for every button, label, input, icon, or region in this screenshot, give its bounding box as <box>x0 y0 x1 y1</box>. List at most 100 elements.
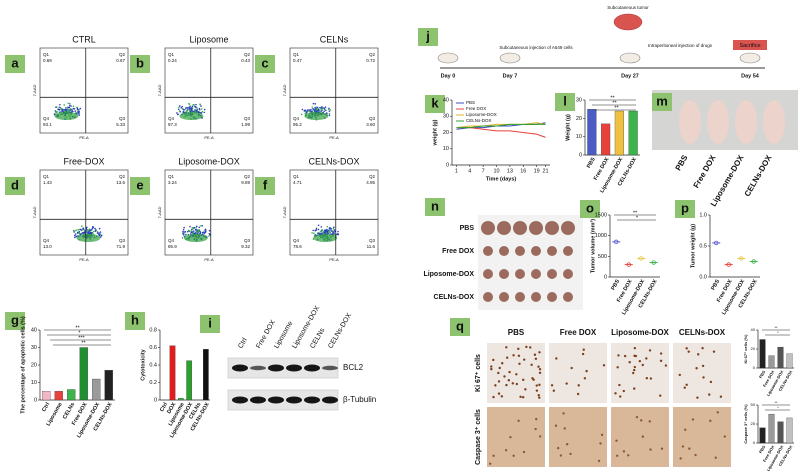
ihc-stain <box>505 346 508 349</box>
tumor <box>513 221 527 235</box>
ihc-stain <box>538 383 541 387</box>
ihc-stain <box>716 411 719 414</box>
mice-group: CELNs-DOX <box>743 153 774 198</box>
event-dot <box>186 230 189 233</box>
flow-frame <box>39 47 129 134</box>
ihc-stain <box>659 394 662 397</box>
event-dot <box>201 231 204 234</box>
event-dot <box>79 228 82 231</box>
event-dot <box>193 232 196 235</box>
ihc-column: CELNs-DOX <box>679 328 726 337</box>
event-dot <box>192 103 195 106</box>
blot-band <box>250 396 266 404</box>
ihc-stain <box>619 395 622 398</box>
event-core <box>179 112 204 120</box>
ihc-tile <box>611 343 669 403</box>
event-dot <box>189 225 191 228</box>
quadrant-name: Q2 <box>119 174 126 179</box>
flow-y-axis: 7-AAD <box>282 206 287 218</box>
blot-band <box>322 396 338 404</box>
event-dot <box>198 226 201 229</box>
event-dot <box>67 108 70 111</box>
event-dot <box>74 233 77 235</box>
mouse <box>679 100 701 144</box>
y-tick-label: 40 <box>751 327 756 332</box>
event-dot <box>208 232 211 235</box>
ihc-stain <box>714 456 717 459</box>
flow-frame <box>164 169 254 256</box>
ihc-stain <box>556 446 560 450</box>
bar <box>587 109 597 156</box>
tumor <box>499 246 509 256</box>
quadrant-value: 4.95 <box>366 180 375 185</box>
event-dot <box>317 109 320 111</box>
event-dot <box>98 227 101 230</box>
event-dot <box>304 112 307 115</box>
y-tick-label: 50 <box>751 402 756 407</box>
series-line <box>456 127 546 138</box>
event-dot <box>324 231 327 233</box>
event-dot <box>64 107 67 109</box>
event-dot <box>67 106 70 109</box>
ihc-stain <box>565 443 569 446</box>
panel-label-box <box>255 55 275 73</box>
ihc-stain <box>577 384 580 387</box>
tumor <box>531 292 541 302</box>
event-dot <box>320 108 322 110</box>
event-dot <box>321 106 324 109</box>
y-axis-label: The percentage of apoptotic cells (%) <box>20 316 26 414</box>
panel-label-box <box>555 93 575 111</box>
quadrant-name: Q4 <box>293 238 300 243</box>
event-dot <box>325 109 327 112</box>
event-dot <box>62 108 65 111</box>
bar <box>178 398 184 401</box>
event-dot <box>176 113 179 116</box>
event-dot <box>64 109 67 111</box>
y-tick-label: 20 <box>31 362 37 368</box>
ihc-stain <box>535 417 538 421</box>
ihc-stain <box>500 395 504 398</box>
event-dot <box>310 108 312 111</box>
quadrant-name: Q1 <box>168 52 175 57</box>
ihc-stain <box>518 362 521 366</box>
panel-label-box <box>450 318 470 336</box>
event-dot <box>200 112 203 114</box>
schedule-note: Subcutaneous tumor <box>607 5 649 10</box>
panel-label-box <box>130 55 150 73</box>
event-dot <box>313 232 315 235</box>
quadrant-value: 5.33 <box>116 122 125 127</box>
mouse <box>735 100 757 144</box>
quadrant-value: 1.43 <box>43 180 52 185</box>
event-dot <box>182 228 185 231</box>
quadrant-value: 0.43 <box>241 58 250 63</box>
quadrant-name: Q1 <box>293 174 300 179</box>
event-dot <box>328 227 331 230</box>
quadrant-name: Q3 <box>244 116 251 121</box>
quadrant-value: 0.67 <box>116 58 125 63</box>
event-dot <box>187 106 189 109</box>
ihc-stain <box>684 428 687 432</box>
panel-label: d <box>11 177 19 192</box>
ihc-stain <box>535 384 538 387</box>
event-dot <box>324 106 327 108</box>
mouse-icon <box>437 52 459 64</box>
ihc-stain <box>702 376 705 379</box>
event-dot <box>185 233 187 236</box>
event-dot <box>190 107 193 109</box>
event-core <box>76 234 101 242</box>
event-dot <box>330 229 332 231</box>
x-tick-label: 16 <box>520 168 526 174</box>
bar <box>614 110 624 156</box>
event-dot <box>325 112 328 114</box>
bar <box>54 391 63 401</box>
event-dot <box>69 108 72 110</box>
tumor <box>483 292 493 302</box>
panel-label-box <box>425 198 445 216</box>
event-dot <box>314 107 316 109</box>
ihc-stain <box>648 420 651 423</box>
ihc-stain <box>709 380 713 384</box>
event-dot <box>204 230 206 232</box>
event-dot <box>306 111 308 113</box>
event-dot <box>90 229 93 231</box>
ihc-stain <box>709 419 712 423</box>
